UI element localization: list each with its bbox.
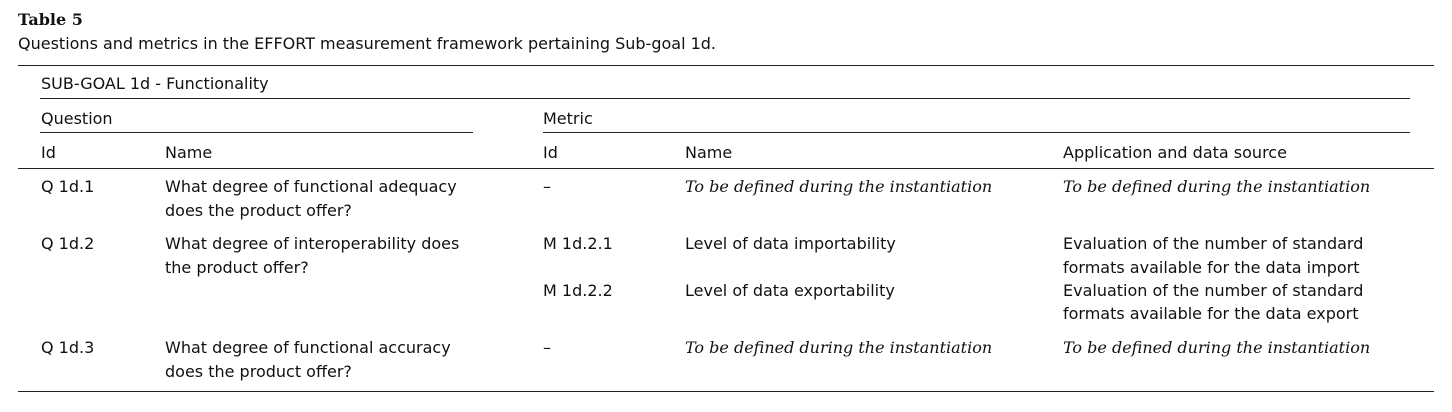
metric-id: M 1d.2.1 xyxy=(543,234,613,253)
header-rule xyxy=(18,168,1434,169)
metric-id: M 1d.2.2 xyxy=(543,281,613,300)
column-header-question-name: Name xyxy=(165,143,213,162)
question-id: Q 1d.3 xyxy=(41,338,95,357)
metric-application-line: formats available for the data import xyxy=(1063,258,1360,277)
metric-id: – xyxy=(543,177,551,196)
subgoal-rule xyxy=(40,98,1410,99)
question-group-rule xyxy=(40,132,473,133)
metric-group-rule xyxy=(543,132,1410,133)
subgoal-header: SUB-GOAL 1d - Functionality xyxy=(41,74,269,93)
table-label: Table 5 xyxy=(18,10,83,29)
metric-application-line: Evaluation of the number of standard xyxy=(1063,234,1364,253)
table-caption-text: Questions and metrics in the EFFORT meas… xyxy=(18,34,717,53)
question-name-line: What degree of functional accuracy xyxy=(165,338,451,357)
question-group-header: Question xyxy=(41,109,113,128)
column-header-application: Application and data source xyxy=(1063,143,1287,162)
column-header-question-id: Id xyxy=(41,143,56,162)
question-name-line: the product offer? xyxy=(165,258,309,277)
question-name-line: does the product offer? xyxy=(165,201,352,220)
metric-id: – xyxy=(543,338,551,357)
metric-name: To be defined during the instantiation xyxy=(685,177,993,196)
question-name-line: What degree of functional adequacy xyxy=(165,177,457,196)
metric-application-line: formats available for the data export xyxy=(1063,304,1359,323)
top-rule xyxy=(18,65,1434,66)
column-header-metric-id: Id xyxy=(543,143,558,162)
metric-group-header: Metric xyxy=(543,109,593,128)
metric-application: To be defined during the instantiation xyxy=(1063,338,1371,357)
question-id: Q 1d.1 xyxy=(41,177,95,196)
metric-name: To be defined during the instantiation xyxy=(685,338,993,357)
metric-application: To be defined during the instantiation xyxy=(1063,177,1371,196)
question-name-line: does the product offer? xyxy=(165,362,352,381)
metric-name: Level of data importability xyxy=(685,234,896,253)
column-header-metric-name: Name xyxy=(685,143,733,162)
question-name-line: What degree of interoperability does xyxy=(165,234,460,253)
metric-application-line: Evaluation of the number of standard xyxy=(1063,281,1364,300)
metric-name: Level of data exportability xyxy=(685,281,895,300)
bottom-rule xyxy=(18,391,1434,392)
question-id: Q 1d.2 xyxy=(41,234,95,253)
